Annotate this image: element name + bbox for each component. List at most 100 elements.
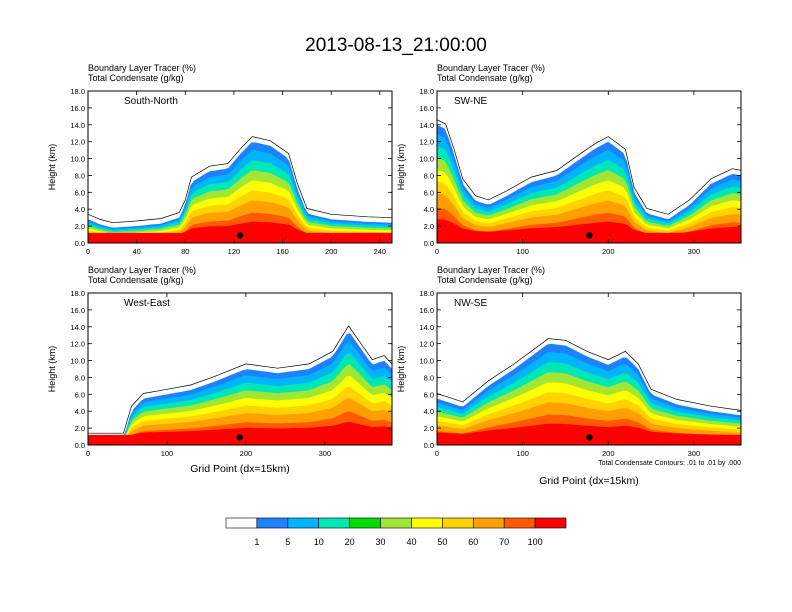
panels-group: Boundary Layer Tracer (%)Total Condensat…: [47, 63, 742, 487]
x-tick-label: 100: [161, 449, 174, 458]
colorbar-label: 20: [345, 537, 355, 547]
plot-frame: [87, 292, 393, 446]
panel-nw-se: Boundary Layer Tracer (%)Total Condensat…: [396, 265, 742, 487]
x-tick-label: 200: [602, 247, 615, 256]
location-marker: [586, 434, 593, 441]
y-tick-label: 8.0: [424, 171, 434, 180]
y-tick-label: 8.0: [424, 373, 434, 382]
y-tick-label: 16.0: [70, 104, 85, 113]
tracer-field: [437, 338, 741, 445]
panel-header-line1: Boundary Layer Tracer (%): [437, 265, 545, 275]
y-tick-label: 6.0: [424, 188, 434, 197]
panel-west-east: Boundary Layer Tracer (%)Total Condensat…: [47, 265, 393, 475]
x-tick-label: 120: [228, 247, 241, 256]
y-tick-label: 16.0: [419, 306, 434, 315]
y-tick-label: 12.0: [419, 340, 434, 349]
x-tick-label: 300: [688, 247, 701, 256]
y-axis-label: Height (km): [47, 346, 57, 393]
x-tick-label: 300: [688, 449, 701, 458]
colorbar-label: 30: [376, 537, 386, 547]
y-tick-label: 18.0: [419, 87, 434, 96]
y-tick-label: 2.0: [75, 424, 85, 433]
y-tick-label: 14.0: [70, 121, 85, 130]
y-tick-label: 0.0: [424, 239, 434, 248]
y-tick-label: 6.0: [424, 390, 434, 399]
y-tick-label: 8.0: [75, 171, 85, 180]
x-tick-label: 100: [516, 449, 529, 458]
tracer-field: [88, 136, 392, 243]
y-tick-label: 0.0: [424, 441, 434, 450]
condensate-contour: [437, 119, 741, 215]
panel-header-line2: Total Condensate (g/kg): [88, 275, 184, 285]
panel-header-line1: Boundary Layer Tracer (%): [88, 265, 196, 275]
colorbar-label: 70: [499, 537, 509, 547]
y-tick-label: 4.0: [75, 407, 85, 416]
x-tick-label: 300: [319, 449, 332, 458]
y-tick-label: 18.0: [70, 289, 85, 298]
colorbar-box: [472, 517, 505, 529]
x-axis-label: Grid Point (dx=15km): [539, 475, 639, 487]
y-tick-label: 6.0: [75, 390, 85, 399]
colorbar-box: [225, 517, 258, 529]
y-tick-label: 4.0: [424, 205, 434, 214]
tracer-field: [437, 119, 741, 243]
colorbar-box: [411, 517, 443, 529]
y-tick-label: 0.0: [75, 239, 85, 248]
y-tick-label: 12.0: [419, 138, 434, 147]
y-tick-label: 10.0: [419, 357, 434, 366]
y-tick-label: 2.0: [424, 222, 434, 231]
x-tick-label: 200: [325, 247, 338, 256]
colorbar-box: [442, 517, 474, 529]
tracer-field: [88, 325, 392, 445]
colorbar-box: [287, 517, 320, 529]
panel-header-line2: Total Condensate (g/kg): [437, 73, 533, 83]
panel-label: SW-NE: [454, 96, 487, 107]
panel-south-north: Boundary Layer Tracer (%)Total Condensat…: [47, 63, 393, 256]
x-tick-label: 80: [181, 247, 189, 256]
x-tick-label: 200: [602, 449, 615, 458]
y-tick-label: 12.0: [70, 340, 85, 349]
colorbar-box: [503, 517, 536, 529]
y-axis-label: Height (km): [396, 144, 406, 191]
panel-sw-ne: Boundary Layer Tracer (%)Total Condensat…: [396, 63, 742, 256]
location-marker: [236, 434, 243, 441]
y-tick-label: 10.0: [70, 155, 85, 164]
y-tick-label: 14.0: [419, 323, 434, 332]
y-tick-label: 4.0: [75, 205, 85, 214]
colorbar-label: 50: [437, 537, 447, 547]
y-tick-label: 6.0: [75, 188, 85, 197]
panel-header-line1: Boundary Layer Tracer (%): [88, 63, 196, 73]
x-tick-label: 0: [435, 449, 439, 458]
location-marker: [236, 232, 244, 239]
y-tick-label: 18.0: [70, 87, 85, 96]
y-tick-label: 12.0: [70, 138, 85, 147]
y-tick-label: 0.0: [75, 441, 85, 450]
y-axis-label: Height (km): [396, 346, 406, 393]
y-tick-label: 16.0: [70, 306, 85, 315]
condensate-contour: [88, 325, 392, 434]
x-tick-label: 160: [276, 247, 289, 256]
panel-label: South-North: [124, 96, 178, 107]
plot-frame: [436, 90, 742, 244]
x-tick-label: 200: [240, 449, 253, 458]
y-tick-label: 14.0: [70, 323, 85, 332]
figure-title: 2013-08-13_21:00:00: [305, 35, 487, 56]
x-tick-label: 0: [86, 449, 90, 458]
y-tick-label: 18.0: [419, 289, 434, 298]
colorbar-box: [256, 517, 289, 529]
y-tick-label: 10.0: [419, 155, 434, 164]
panel-header-line2: Total Condensate (g/kg): [88, 73, 184, 83]
colorbar-label: 60: [468, 537, 478, 547]
y-tick-label: 2.0: [424, 424, 434, 433]
colorbar-label: 1: [254, 537, 259, 547]
plot-frame: [436, 292, 742, 446]
colorbar-box: [380, 517, 412, 529]
x-tick-label: 100: [516, 247, 529, 256]
x-tick-label: 40: [132, 247, 140, 256]
colorbar-box: [349, 517, 381, 529]
y-tick-label: 2.0: [75, 222, 85, 231]
panel-label: West-East: [124, 298, 170, 309]
colorbar-label: 5: [285, 537, 290, 547]
plot-frame: [87, 90, 393, 244]
